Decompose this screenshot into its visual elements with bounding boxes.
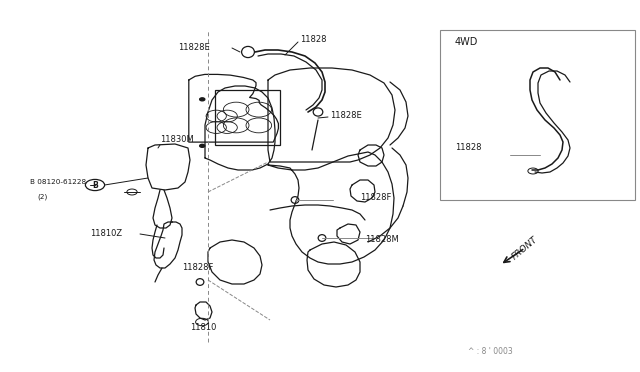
Text: FRONT: FRONT [510,235,540,262]
Text: 11828E: 11828E [330,110,362,119]
Text: 11830M: 11830M [160,135,194,144]
Text: (2): (2) [38,194,48,200]
Text: 4WD: 4WD [455,37,478,47]
Text: 11828: 11828 [455,144,481,153]
Text: 11828E: 11828E [178,44,210,52]
Circle shape [200,98,205,101]
Text: B: B [92,180,98,189]
Circle shape [200,144,205,147]
Text: ^ : 8 ' 0003: ^ : 8 ' 0003 [468,347,513,356]
Text: 11828: 11828 [300,35,326,45]
Text: 11810Z: 11810Z [90,230,122,238]
Text: 11828M: 11828M [365,235,399,244]
Text: 11828F: 11828F [182,263,213,273]
Bar [440,30,635,200]
Text: 11810: 11810 [190,324,216,333]
Text: 11828F: 11828F [360,193,392,202]
Text: B 08120-61228: B 08120-61228 [30,179,86,185]
Bar [215,90,280,145]
